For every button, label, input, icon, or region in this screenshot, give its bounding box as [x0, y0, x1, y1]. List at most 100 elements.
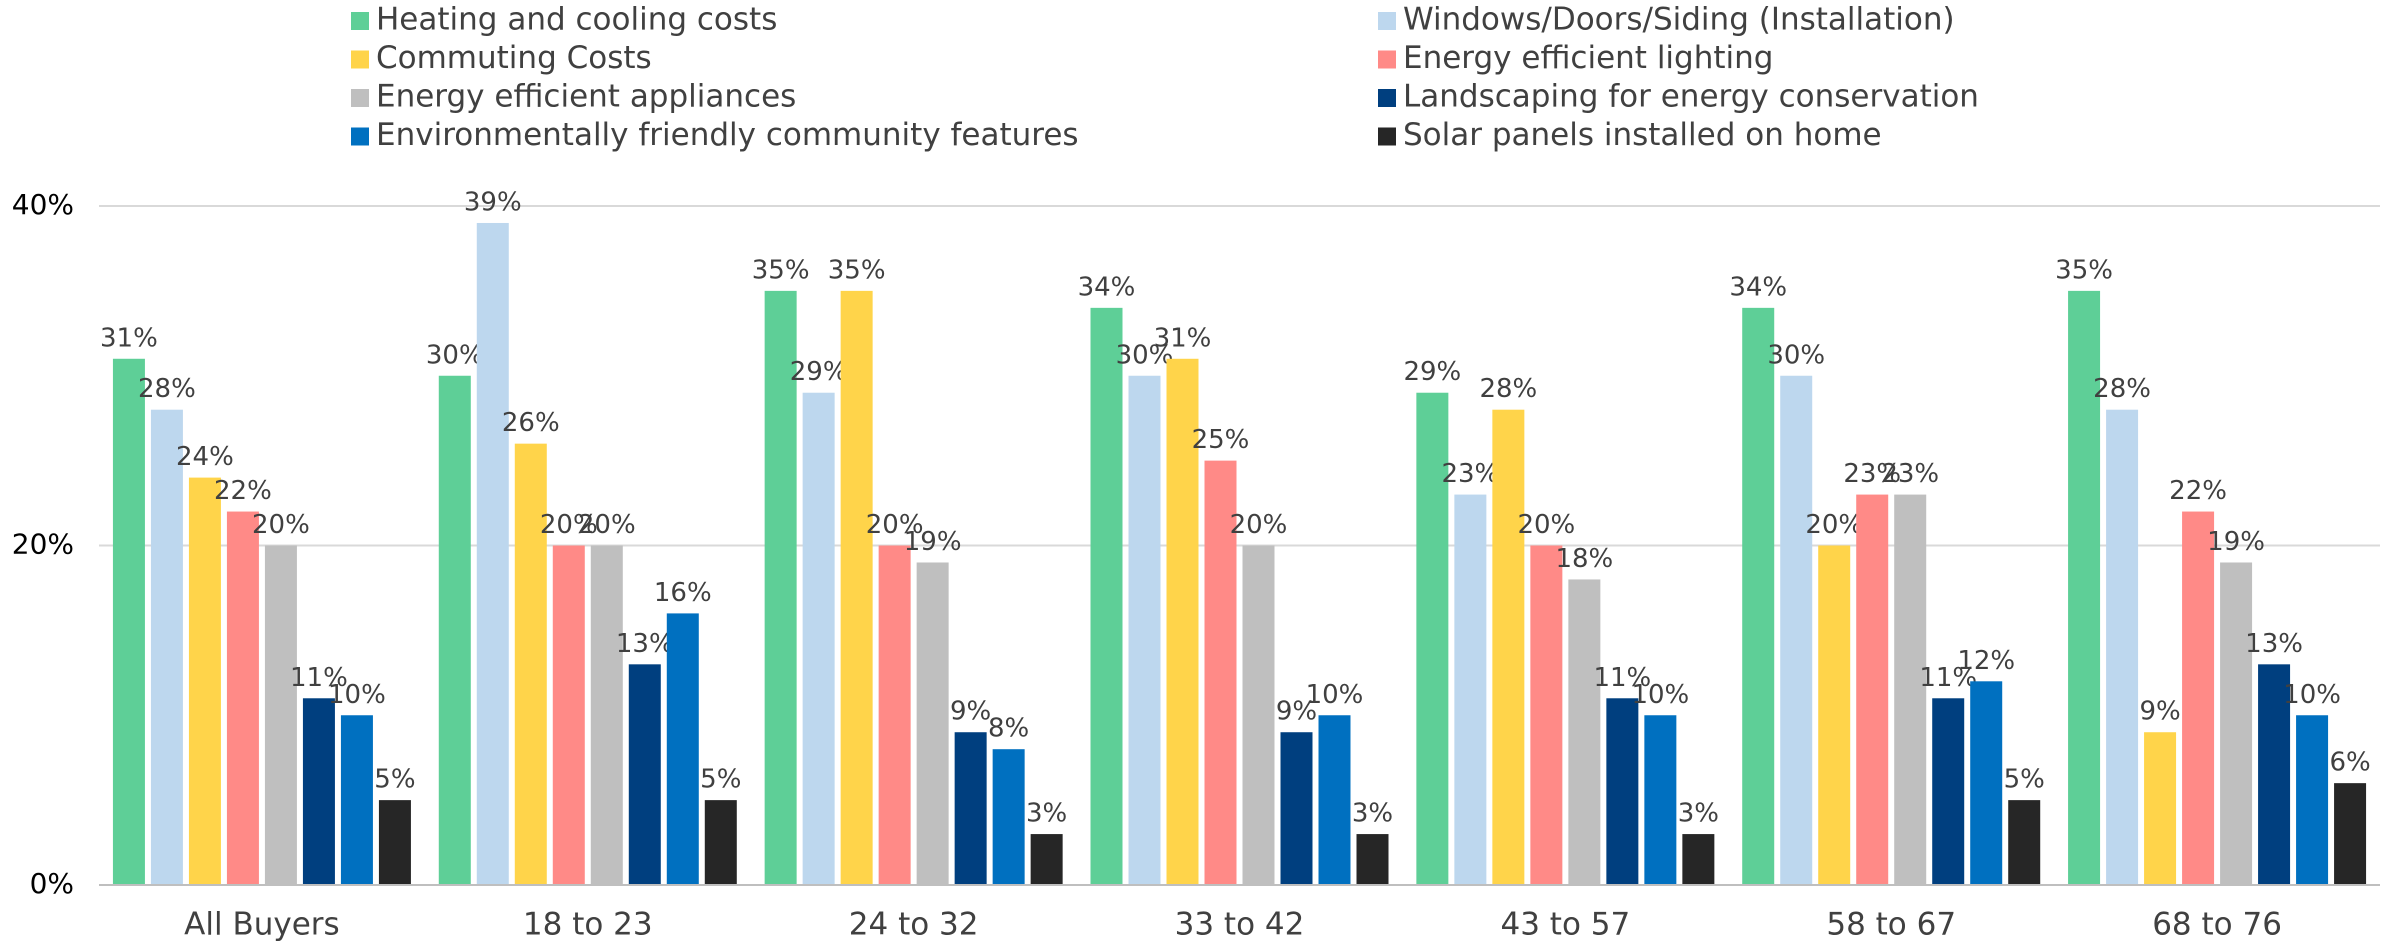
- value-label: 20%: [578, 510, 636, 540]
- bar: [1166, 358, 1199, 885]
- bar: [226, 511, 259, 885]
- bar: [1128, 375, 1161, 885]
- value-label: 10%: [1631, 680, 1689, 710]
- bar: [1030, 834, 1063, 885]
- bar: [1356, 834, 1389, 885]
- legend-label: Energy efficient lighting: [1403, 40, 1773, 76]
- value-label: 5%: [700, 765, 741, 795]
- value-label: 29%: [1403, 357, 1461, 387]
- legend-label: Commuting Costs: [376, 40, 652, 76]
- legend-swatch: [351, 127, 369, 146]
- value-label: 11%: [1593, 663, 1651, 693]
- value-label: 28%: [2093, 374, 2151, 404]
- y-tick-label: 20%: [12, 528, 74, 561]
- bar: [476, 222, 509, 886]
- value-label: 16%: [654, 578, 712, 608]
- value-label: 9%: [2139, 697, 2180, 727]
- value-label: 20%: [1230, 510, 1288, 540]
- bar: [2296, 715, 2329, 885]
- bar: [878, 545, 911, 885]
- legend-swatch: [351, 12, 369, 30]
- value-label: 20%: [540, 510, 598, 540]
- value-label: 30%: [1767, 340, 1825, 370]
- x-tick-label: 68 to 76: [2152, 907, 2282, 943]
- bar: [1932, 698, 1965, 885]
- value-label: 39%: [464, 187, 522, 217]
- value-label: 35%: [828, 255, 886, 285]
- bar: [1856, 494, 1889, 885]
- bar: [666, 613, 699, 885]
- value-label: 22%: [214, 476, 272, 506]
- value-label: 22%: [2169, 476, 2227, 506]
- value-label: 11%: [290, 663, 348, 693]
- legend-swatch: [351, 89, 369, 107]
- value-label: 25%: [1192, 425, 1250, 455]
- bar: [112, 358, 145, 885]
- bar: [2334, 783, 2367, 885]
- x-tick-label: 43 to 57: [1500, 907, 1630, 943]
- bar: [264, 545, 297, 885]
- value-label: 20%: [252, 510, 310, 540]
- legend-label: Solar panels installed on home: [1403, 117, 1882, 153]
- bar: [1090, 307, 1123, 886]
- bar: [1568, 579, 1601, 885]
- value-label: 31%: [100, 323, 158, 353]
- legend-label: Windows/Doors/Siding (Installation): [1403, 2, 1955, 38]
- value-label: 34%: [1078, 272, 1136, 302]
- value-label: 30%: [1116, 340, 1174, 370]
- value-label: 9%: [950, 697, 991, 727]
- bar: [2008, 800, 2041, 885]
- legend-label: Heating and cooling costs: [376, 2, 777, 38]
- bar: [1454, 494, 1487, 885]
- value-label: 20%: [866, 510, 924, 540]
- value-label: 9%: [1276, 697, 1317, 727]
- value-label: 20%: [1517, 510, 1575, 540]
- value-label: 19%: [2207, 527, 2265, 557]
- bar: [1416, 392, 1449, 885]
- bar: [840, 290, 873, 885]
- bar: [2182, 511, 2215, 885]
- legend-swatch: [1378, 50, 1396, 69]
- value-label: 18%: [1555, 544, 1613, 574]
- bar: [1242, 545, 1275, 885]
- bar: [2258, 664, 2291, 885]
- bar: [704, 800, 737, 885]
- value-label: 31%: [1154, 323, 1212, 353]
- legend-label: Landscaping for energy conservation: [1403, 79, 1979, 115]
- value-label: 23%: [1441, 459, 1499, 489]
- value-label: 6%: [2329, 748, 2370, 778]
- legend-label: Environmentally friendly community featu…: [376, 117, 1079, 153]
- bar: [514, 443, 547, 885]
- value-label: 19%: [904, 527, 962, 557]
- value-label: 28%: [138, 374, 196, 404]
- bar: [2068, 290, 2101, 885]
- legend-swatch: [1378, 89, 1396, 107]
- bar: [1644, 715, 1677, 885]
- value-label: 10%: [2283, 680, 2341, 710]
- bar: [552, 545, 585, 885]
- x-tick-label: 24 to 32: [849, 907, 979, 943]
- bar: [954, 732, 987, 885]
- bar: [1894, 494, 1927, 885]
- bar: [764, 290, 797, 885]
- value-label: 5%: [2004, 765, 2045, 795]
- value-label: 20%: [1805, 510, 1863, 540]
- x-tick-label: 18 to 23: [523, 907, 653, 943]
- x-tick-label: 33 to 42: [1175, 907, 1305, 943]
- value-label: 35%: [2055, 255, 2113, 285]
- bar: [590, 545, 623, 885]
- value-label: 23%: [1843, 459, 1901, 489]
- bar: [378, 800, 411, 885]
- x-tick-label: All Buyers: [184, 907, 340, 943]
- value-label: 34%: [1729, 272, 1787, 302]
- bar: [1280, 732, 1313, 885]
- value-label: 3%: [1678, 799, 1719, 829]
- bar: [1318, 715, 1351, 885]
- value-label: 13%: [616, 629, 674, 659]
- bar: [1204, 460, 1237, 885]
- value-label: 26%: [502, 408, 560, 438]
- bar: [628, 664, 661, 885]
- value-label: 28%: [1479, 374, 1537, 404]
- value-label: 8%: [988, 714, 1029, 744]
